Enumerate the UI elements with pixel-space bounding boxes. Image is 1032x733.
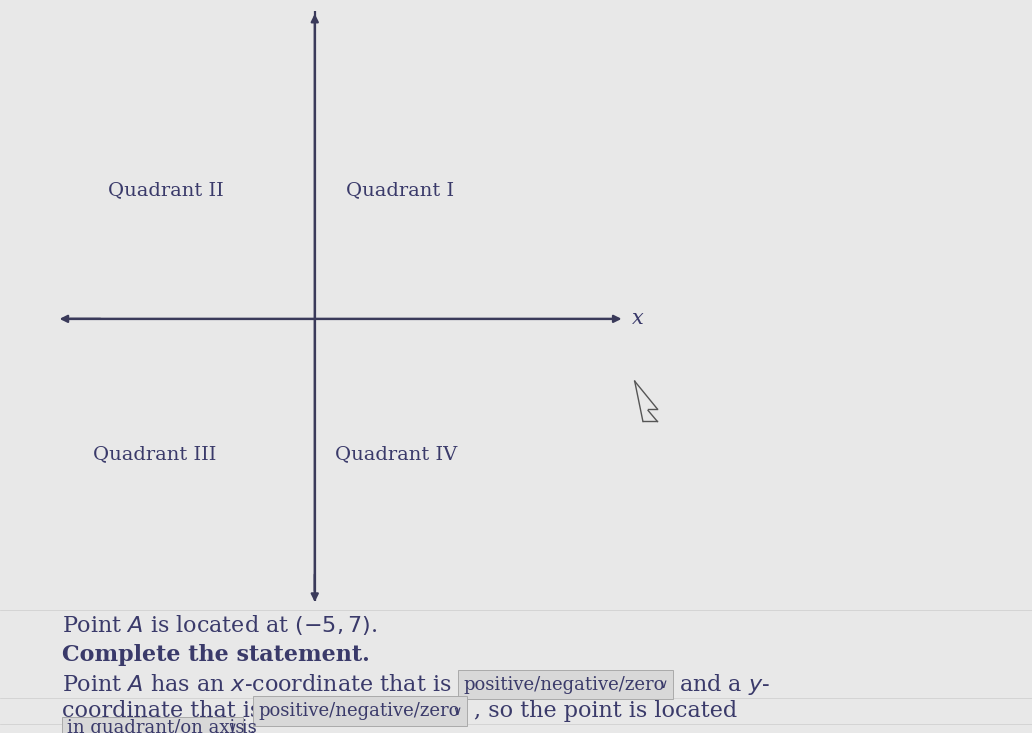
Text: positive/negative/zero: positive/negative/zero xyxy=(463,676,665,693)
Text: Point $A$ has an $x$-coordinate that is: Point $A$ has an $x$-coordinate that is xyxy=(62,674,451,696)
Text: Quadrant I: Quadrant I xyxy=(346,182,454,199)
Text: , so the point is located: , so the point is located xyxy=(474,700,737,722)
Text: ∨: ∨ xyxy=(453,704,461,718)
Text: Quadrant II: Quadrant II xyxy=(108,182,224,199)
Text: in quadrant/on axis: in quadrant/on axis xyxy=(67,719,245,733)
Text: Quadrant IV: Quadrant IV xyxy=(335,446,457,463)
Text: x: x xyxy=(632,309,643,328)
Text: coordinate that is: coordinate that is xyxy=(62,700,261,722)
Text: Quadrant III: Quadrant III xyxy=(93,446,217,463)
FancyBboxPatch shape xyxy=(62,717,243,733)
Text: .: . xyxy=(249,717,256,733)
Text: Point $A$ is located at $(-5, 7)$.: Point $A$ is located at $(-5, 7)$. xyxy=(62,613,378,636)
Text: ∨: ∨ xyxy=(658,678,667,691)
FancyBboxPatch shape xyxy=(458,670,673,699)
Text: positive/negative/zero: positive/negative/zero xyxy=(258,702,459,720)
Text: Complete the statement.: Complete the statement. xyxy=(62,644,369,666)
Text: ∨: ∨ xyxy=(228,721,236,733)
FancyBboxPatch shape xyxy=(253,696,467,726)
Text: in quadrant/on axis: in quadrant/on axis xyxy=(62,719,257,733)
Text: and a $y$-: and a $y$- xyxy=(679,672,770,697)
